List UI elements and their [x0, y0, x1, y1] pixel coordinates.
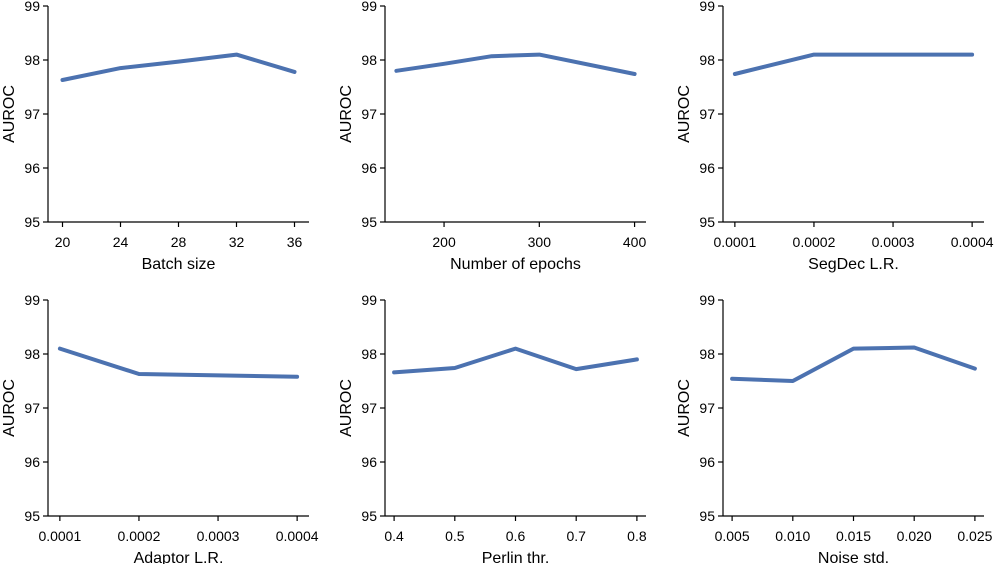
series-line — [392, 346, 639, 375]
y-tick-label: 98 — [24, 346, 40, 362]
x-tick-label: 0.020 — [897, 528, 932, 544]
x-axis-label: Noise std. — [818, 550, 889, 564]
x-tick-label: 0.0004 — [276, 528, 319, 544]
series-line — [394, 52, 637, 76]
x-tick-label: 32 — [229, 234, 245, 250]
chart-panel-6: 95 96 97 98 99 0.005 0.010 0.015 0.020 0.025 Noise… — [676, 292, 993, 564]
x-tick-label: 36 — [287, 234, 303, 250]
y-axis-label: AUROC — [1, 379, 18, 437]
y-tick-label: 95 — [699, 508, 715, 524]
x-axis-label: Adaptor L.R. — [134, 550, 224, 564]
x-axis-label: Perlin thr. — [482, 550, 550, 564]
y-tick-label: 96 — [361, 160, 377, 176]
y-tick-label: 96 — [699, 160, 715, 176]
y-axis-label: AUROC — [338, 85, 355, 143]
x-tick-label: 0.8 — [627, 528, 647, 544]
series-line — [57, 346, 300, 379]
series-line — [730, 345, 977, 383]
y-tick-label: 99 — [699, 0, 715, 14]
chart-panel-3: 95 96 97 98 99 0.0001 0.0002 0.0003 0.0004 SegDec… — [676, 0, 994, 273]
y-tick-label: 98 — [361, 52, 377, 68]
y-tick-label: 98 — [361, 346, 377, 362]
y-tick-label: 97 — [24, 400, 40, 416]
x-tick-label: 0.0003 — [197, 528, 240, 544]
x-tick-label: 0.0004 — [951, 234, 994, 250]
y-tick-label: 95 — [24, 214, 40, 230]
x-axis-label: Number of epochs — [450, 256, 581, 273]
y-tick-label: 99 — [361, 292, 377, 308]
series-line — [732, 52, 975, 76]
y-tick-label: 98 — [24, 52, 40, 68]
chart-panel-2: 95 96 97 98 99 200 300 400 Number of epochs AUROC — [338, 0, 646, 273]
y-tick-label: 97 — [361, 400, 377, 416]
y-axis-label: AUROC — [676, 379, 693, 437]
chart-panel-4: 95 96 97 98 99 0.0001 0.0002 0.0003 0.0004 Adapto… — [1, 292, 319, 564]
x-tick-label: 0.4 — [384, 528, 404, 544]
y-tick-label: 96 — [24, 160, 40, 176]
y-tick-label: 99 — [361, 0, 377, 14]
y-tick-label: 96 — [361, 454, 377, 470]
y-tick-label: 96 — [699, 454, 715, 470]
x-tick-label: 20 — [55, 234, 71, 250]
y-tick-label: 99 — [699, 292, 715, 308]
y-tick-label: 97 — [361, 106, 377, 122]
y-axis-label: AUROC — [1, 85, 18, 143]
y-tick-label: 97 — [699, 106, 715, 122]
y-tick-label: 95 — [361, 214, 377, 230]
series-line — [60, 52, 297, 82]
y-tick-label: 95 — [361, 508, 377, 524]
x-tick-label: 0.0002 — [793, 234, 836, 250]
x-tick-label: 0.7 — [566, 528, 586, 544]
y-tick-label: 99 — [24, 292, 40, 308]
y-tick-label: 99 — [24, 0, 40, 14]
x-tick-label: 300 — [528, 234, 552, 250]
y-tick-label: 96 — [24, 454, 40, 470]
x-axis-label: SegDec L.R. — [808, 256, 899, 273]
y-tick-label: 98 — [699, 52, 715, 68]
x-tick-label: 0.0001 — [38, 528, 81, 544]
x-tick-label: 0.0002 — [118, 528, 161, 544]
x-tick-label: 0.005 — [715, 528, 750, 544]
x-tick-label: 0.025 — [957, 528, 992, 544]
x-tick-label: 28 — [171, 234, 187, 250]
x-tick-label: 200 — [432, 234, 456, 250]
x-tick-label: 0.0003 — [872, 234, 915, 250]
x-tick-label: 0.6 — [506, 528, 526, 544]
x-tick-label: 0.010 — [775, 528, 810, 544]
x-axis-label: Batch size — [142, 256, 216, 273]
y-tick-label: 95 — [699, 214, 715, 230]
x-tick-label: 400 — [623, 234, 647, 250]
y-tick-label: 97 — [24, 106, 40, 122]
y-tick-label: 98 — [699, 346, 715, 362]
y-axis-label: AUROC — [338, 379, 355, 437]
x-tick-label: 0.5 — [445, 528, 465, 544]
x-tick-label: 0.015 — [836, 528, 871, 544]
chart-panel-1: 95 96 97 98 99 20 24 28 32 36 Batch size AUROC — [1, 0, 309, 273]
y-tick-label: 95 — [24, 508, 40, 524]
x-tick-label: 24 — [113, 234, 129, 250]
y-axis-label: AUROC — [676, 85, 693, 143]
chart-panel-5: 95 96 97 98 99 0.4 0.5 0.6 0.7 0.8 Perlin thr. AURO… — [338, 292, 647, 564]
x-tick-label: 0.0001 — [713, 234, 756, 250]
y-tick-label: 97 — [699, 400, 715, 416]
